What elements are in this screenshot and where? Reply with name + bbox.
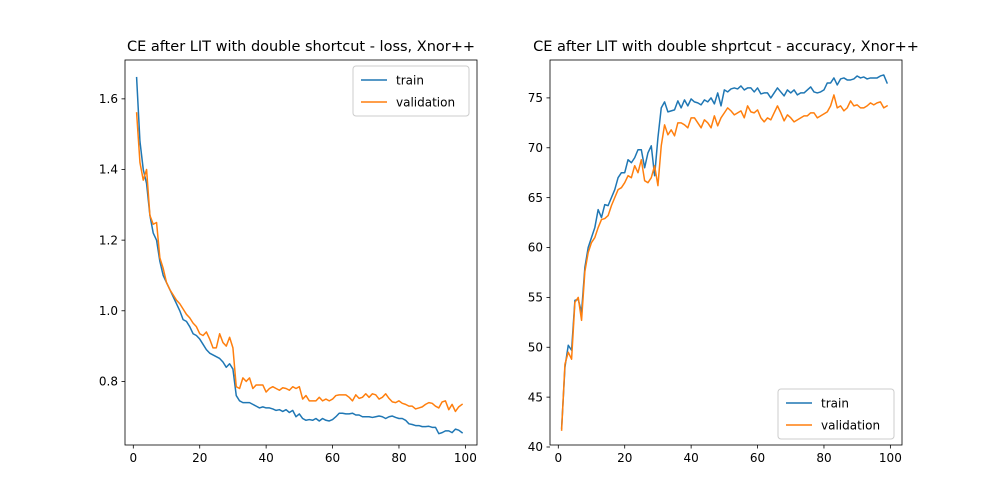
accuracy-series-train	[560, 74, 889, 429]
accuracy-xtick-label: 0	[554, 451, 562, 465]
loss-xtick-label: 0	[129, 451, 137, 465]
loss-ytick-label: 1.2	[99, 233, 118, 247]
loss-ytick-label: 1.6	[99, 92, 118, 106]
loss-xtick-label: 20	[192, 451, 207, 465]
accuracy-ytick-label: 50	[528, 340, 543, 354]
accuracy-legend-label-validation: validation	[821, 418, 880, 432]
loss-xtick-label: 60	[325, 451, 340, 465]
loss-chart-title: CE after LIT with double shortcut - loss…	[127, 39, 475, 55]
accuracy-legend-box	[777, 388, 895, 440]
loss-legend-label-validation: validation	[396, 95, 455, 109]
accuracy-xtick-label: 20	[617, 451, 632, 465]
accuracy-axes-frame	[549, 59, 903, 446]
accuracy-legend-label-train: train	[821, 396, 849, 410]
loss-legend: train validation	[352, 65, 470, 117]
accuracy-ytick-label: 60	[528, 241, 543, 255]
accuracy-series-validation	[560, 94, 889, 431]
loss-series-train	[135, 76, 464, 435]
loss-series-validation	[135, 112, 464, 413]
loss-chart: CE after LIT with double shortcut - loss…	[99, 39, 478, 465]
accuracy-xtick-label: 40	[683, 451, 698, 465]
loss-ytick-label: 1.0	[99, 304, 118, 318]
accuracy-ytick-label: 75	[528, 91, 543, 105]
loss-xtick-label: 80	[391, 451, 406, 465]
loss-xtick-label: 100	[454, 451, 477, 465]
accuracy-ytick-label: 70	[528, 141, 543, 155]
accuracy-ytick-label: 45	[528, 390, 543, 404]
accuracy-legend: train validation	[777, 388, 895, 440]
loss-legend-label-train: train	[396, 73, 424, 87]
accuracy-xtick-label: 60	[750, 451, 765, 465]
accuracy-chart: CE after LIT with double shprtcut - accu…	[528, 39, 919, 465]
accuracy-ytick-label: 40	[528, 440, 543, 454]
accuracy-chart-title: CE after LIT with double shprtcut - accu…	[533, 39, 919, 55]
loss-ytick-label: 0.8	[99, 375, 118, 389]
loss-legend-box	[352, 65, 470, 117]
accuracy-xtick-label: 80	[816, 451, 831, 465]
loss-axes-frame	[124, 59, 478, 446]
accuracy-ytick-label: 55	[528, 291, 543, 305]
accuracy-ytick-label: 65	[528, 191, 543, 205]
accuracy-xtick-label: 100	[879, 451, 902, 465]
loss-ytick-label: 1.4	[99, 163, 118, 177]
loss-xtick-label: 40	[258, 451, 273, 465]
